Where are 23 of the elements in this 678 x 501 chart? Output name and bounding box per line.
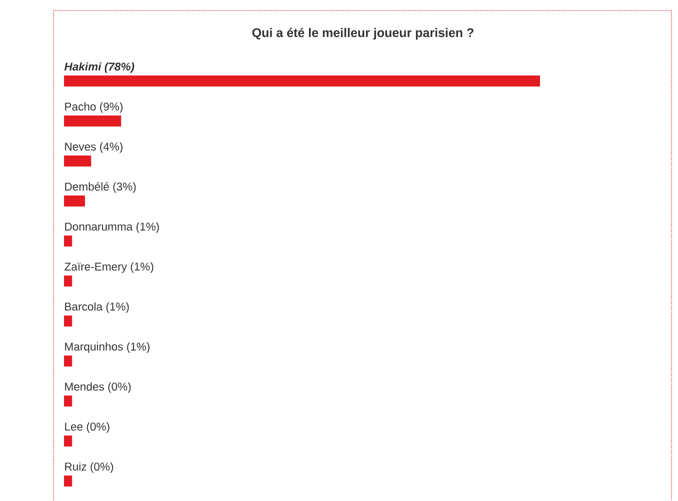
- y-tick-label: Ruiz (0%): [65, 462, 114, 473]
- bar: [64, 355, 72, 366]
- bar: [64, 475, 72, 486]
- bar: [64, 195, 85, 206]
- bar: [64, 116, 122, 126]
- bar: [64, 235, 72, 246]
- y-tick-label: Zaïre-Emery (1%): [64, 262, 154, 273]
- bar: [64, 155, 92, 166]
- bar: [64, 435, 72, 446]
- y-tick-label: Mendes (0%): [65, 382, 131, 393]
- bar: [64, 315, 72, 326]
- y-tick-label: Lee (0%): [65, 422, 110, 433]
- y-tick-label: Donnarumma (1%): [65, 222, 159, 233]
- y-tick-label: Neves (4%): [65, 142, 123, 153]
- bar: [64, 76, 540, 86]
- bar: [64, 275, 72, 286]
- y-tick-label: Marquinhos (1%): [65, 342, 150, 353]
- y-tick-label: Hakimi (78%): [64, 62, 134, 73]
- y-tick-label: Pacho (9%): [65, 102, 123, 113]
- chart-title: Qui a été le meilleur joueur parisien ?: [252, 28, 474, 40]
- y-tick-label: Dembélé (3%): [65, 182, 136, 193]
- bar: [64, 395, 72, 406]
- y-tick-label: Barcola (1%): [65, 302, 129, 313]
